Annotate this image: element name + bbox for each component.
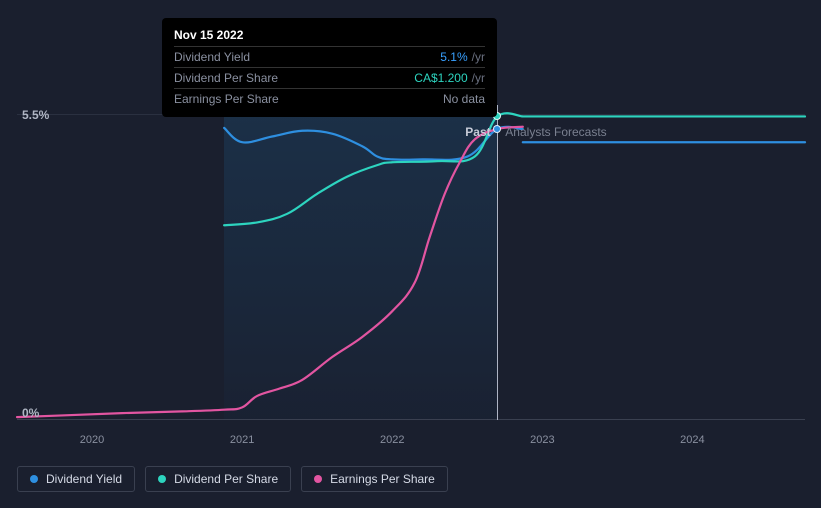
x-axis-tick: 2024	[680, 434, 704, 446]
cursor-line	[497, 105, 498, 420]
legend-dot-icon	[158, 475, 166, 483]
tooltip-date: Nov 15 2022	[174, 28, 485, 42]
tooltip-row-value: CA$1.200/yr	[414, 71, 485, 85]
legend: Dividend Yield Dividend Per Share Earnings…	[17, 466, 448, 492]
legend-item-dividend-yield[interactable]: Dividend Yield	[17, 466, 135, 492]
cursor-marker-dividend_yield	[493, 125, 501, 133]
legend-item-earnings-per-share[interactable]: Earnings Per Share	[301, 466, 448, 492]
legend-dot-icon	[30, 475, 38, 483]
past-label: Past	[465, 125, 490, 139]
legend-label: Earnings Per Share	[330, 472, 435, 486]
chart-lines-svg	[17, 105, 805, 420]
legend-label: Dividend Per Share	[174, 472, 278, 486]
legend-item-dividend-per-share[interactable]: Dividend Per Share	[145, 466, 291, 492]
forecast-label: Analysts Forecasts	[505, 125, 606, 139]
tooltip-row-label: Dividend Per Share	[174, 71, 278, 85]
legend-dot-icon	[314, 475, 322, 483]
tooltip: Nov 15 2022 Dividend Yield5.1%/yrDividen…	[162, 18, 497, 117]
tooltip-row: Earnings Per Share No data	[174, 88, 485, 109]
x-axis-tick: 2023	[530, 434, 554, 446]
tooltip-row-value: No data	[443, 92, 485, 106]
x-axis-tick: 2020	[80, 434, 104, 446]
tooltip-row: Dividend Yield 5.1%/yr	[174, 46, 485, 67]
tooltip-row-value: 5.1%/yr	[440, 50, 485, 64]
tooltip-row-label: Dividend Yield	[174, 50, 250, 64]
y-axis-tick-min: 0%	[22, 406, 39, 420]
x-axis-tick: 2021	[230, 434, 254, 446]
x-axis-tick: 2022	[380, 434, 404, 446]
tooltip-row-label: Earnings Per Share	[174, 92, 279, 106]
tooltip-row: Dividend Per Share CA$1.200/yr	[174, 67, 485, 88]
y-axis-tick-max: 5.5%	[22, 108, 49, 122]
legend-label: Dividend Yield	[46, 472, 122, 486]
series-line-earnings_per_share	[17, 127, 523, 417]
chart-container: 5.5% 0% 2020 2021 2022 2023 2024 Past Analys…	[17, 0, 805, 460]
